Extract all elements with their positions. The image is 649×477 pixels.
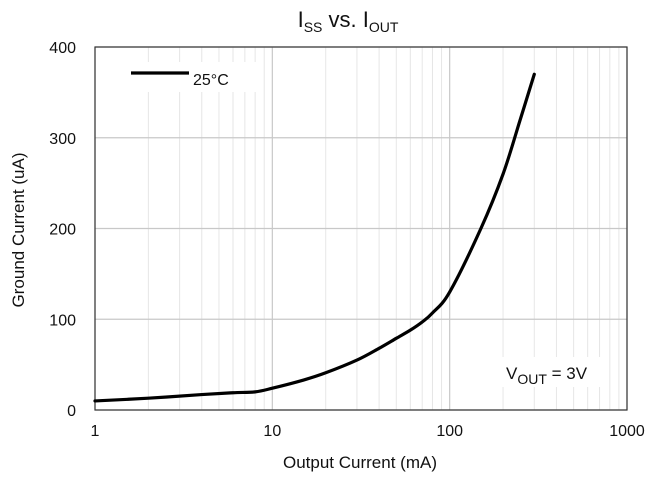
y-tick-label: 400 — [49, 40, 76, 57]
series-layer — [93, 72, 536, 403]
y-tick-label: 0 — [67, 403, 76, 420]
annotation-background — [498, 357, 608, 387]
annotation-v: V — [506, 364, 518, 383]
vout-annotation: VOUT = 3V — [498, 357, 608, 387]
annotation-subscript: OUT — [517, 371, 547, 387]
annotation-text: VOUT = 3V — [506, 364, 588, 387]
x-axis-ticks: 1 10 100 1000 — [91, 423, 645, 440]
title-main: I — [298, 7, 304, 32]
y-tick-label: 100 — [49, 312, 76, 329]
y-tick-label: 200 — [49, 222, 76, 239]
plot-area-frame — [94, 46, 628, 411]
title-subscript-2: OUT — [369, 19, 399, 35]
chart-title: ISS vs. IOUT — [298, 7, 399, 35]
x-tick-label: 100 — [436, 423, 463, 440]
legend: 25°C — [110, 62, 260, 92]
x-tick-label: 1 — [91, 423, 100, 440]
title-middle: vs. I — [322, 7, 368, 32]
title-subscript-1: SS — [304, 19, 323, 35]
series-line-25c — [93, 72, 536, 403]
x-tick-label: 1000 — [609, 423, 645, 440]
y-tick-label: 300 — [49, 131, 76, 148]
annotation-rest: = 3V — [547, 364, 588, 383]
legend-background — [110, 62, 260, 92]
x-tick-label: 10 — [263, 423, 281, 440]
y-axis-ticks: 0 100 200 300 400 — [49, 40, 76, 420]
legend-label: 25°C — [193, 72, 229, 89]
major-gridlines — [94, 46, 628, 411]
y-axis-label: Ground Current (uA) — [9, 153, 28, 308]
x-axis-label: Output Current (mA) — [283, 453, 437, 472]
